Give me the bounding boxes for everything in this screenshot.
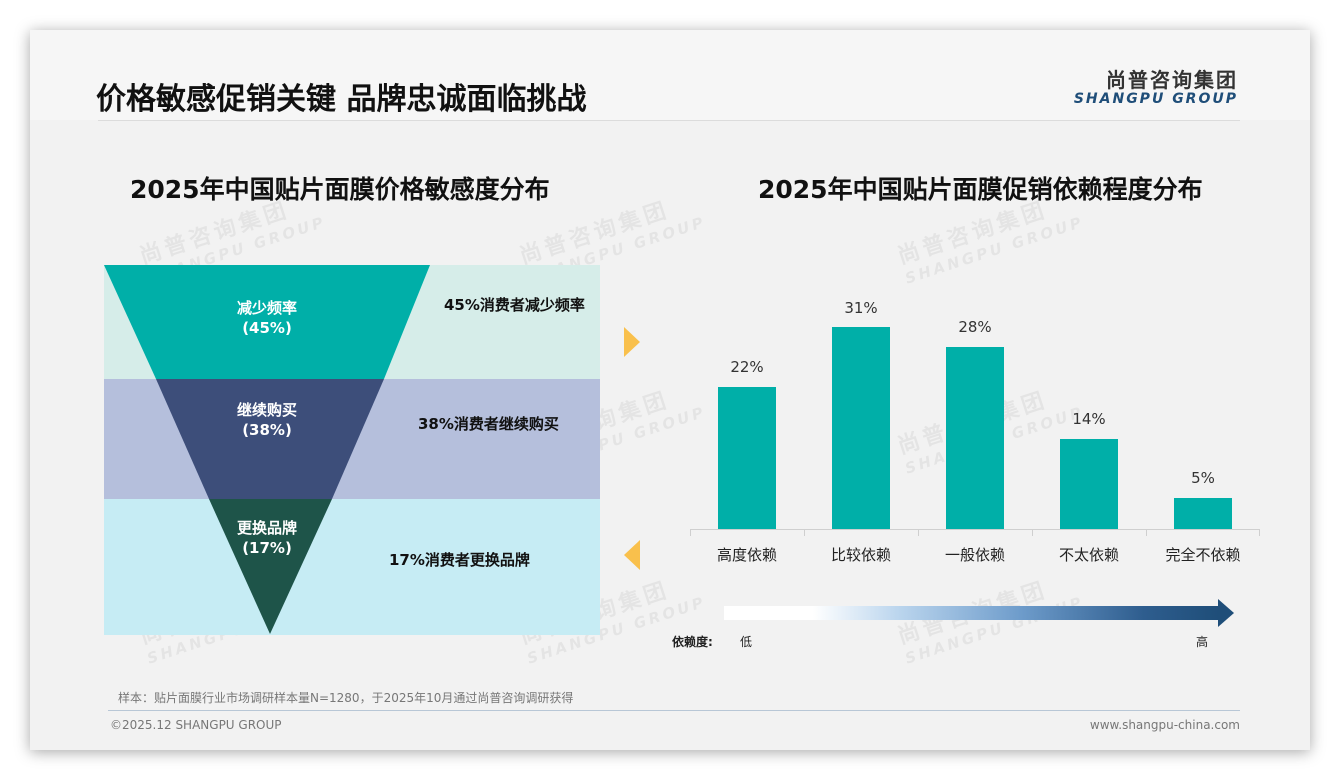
scale-label: 依赖度: [672,635,713,649]
scale-high-label: 高 [1196,635,1209,649]
page-title: 价格敏感促销关键 品牌忠诚面临挑战 [96,82,587,117]
bar-moderate-reliance [946,347,1004,530]
bar-low-reliance [1060,439,1118,530]
scale-low-label: 低 [740,635,753,649]
funnel-shape [104,265,430,634]
bar-fairly-reliant [832,327,890,530]
bar-no-reliance [1174,498,1232,530]
bar-value: 5% [1191,469,1215,487]
triangle-right-icon [624,327,640,357]
copyright: ©2025.12 SHANGPU GROUP [110,718,282,732]
x-tick-label: 比较依赖 [830,546,891,564]
bar-value: 31% [844,299,878,317]
bar-value: 14% [1072,410,1106,428]
funnel-segment-2: 继续购买 (38%) [236,401,297,439]
funnel-description-1: 45%消费者减少频率 [444,296,585,314]
x-tick-label: 高度依赖 [716,546,777,564]
x-tick-label: 一般依赖 [944,546,1005,564]
arrow-right-icon [1218,599,1234,627]
header-band [30,30,1310,120]
x-tick-label: 不太依赖 [1058,546,1119,564]
company-logo: 尚普咨询集团 SHANGPU GROUP [1074,64,1238,107]
funnel-description-3: 17%消费者更换品牌 [389,551,530,569]
funnel-description-2: 38%消费者继续购买 [418,415,559,433]
band-switch-brand [104,499,600,635]
bar-chart-title: 2025年中国贴片面膜促销依赖程度分布 [758,175,1203,204]
x-tick-label: 完全不依赖 [1165,546,1241,564]
triangle-left-icon [624,540,640,570]
reliance-gradient-arrow [724,606,1218,620]
funnel-chart-title: 2025年中国贴片面膜价格敏感度分布 [130,175,550,204]
logo-en: SHANGPU GROUP [1073,91,1238,107]
bar-chart: 22% 31% 28% 14% 5% 高度依赖 比较依赖 一般依赖 不太依赖 完… [690,290,1260,564]
funnel-segment-3: 更换品牌 (17%) [236,519,297,557]
footer-divider [108,710,1240,711]
bar-value: 22% [730,358,764,376]
funnel-chart: 减少频率 (45%) 继续购买 (38%) 更换品牌 (17%) 45%消费者减… [104,265,600,635]
bar-high-reliance [718,387,776,530]
sample-note: 样本：贴片面膜行业市场调研样本量N=1280，于2025年10月通过尚普咨询调研… [118,691,574,705]
logo-cn: 尚普咨询集团 [1106,68,1238,92]
title-divider [98,120,1240,121]
website-link[interactable]: www.shangpu-china.com [1089,718,1240,732]
x-axis [690,529,1260,530]
funnel-segment-1: 减少频率 (45%) [236,299,297,337]
slide: 价格敏感促销关键 品牌忠诚面临挑战 尚普咨询集团 SHANGPU GROUP 尚… [30,30,1310,750]
bar-value: 28% [958,318,992,336]
